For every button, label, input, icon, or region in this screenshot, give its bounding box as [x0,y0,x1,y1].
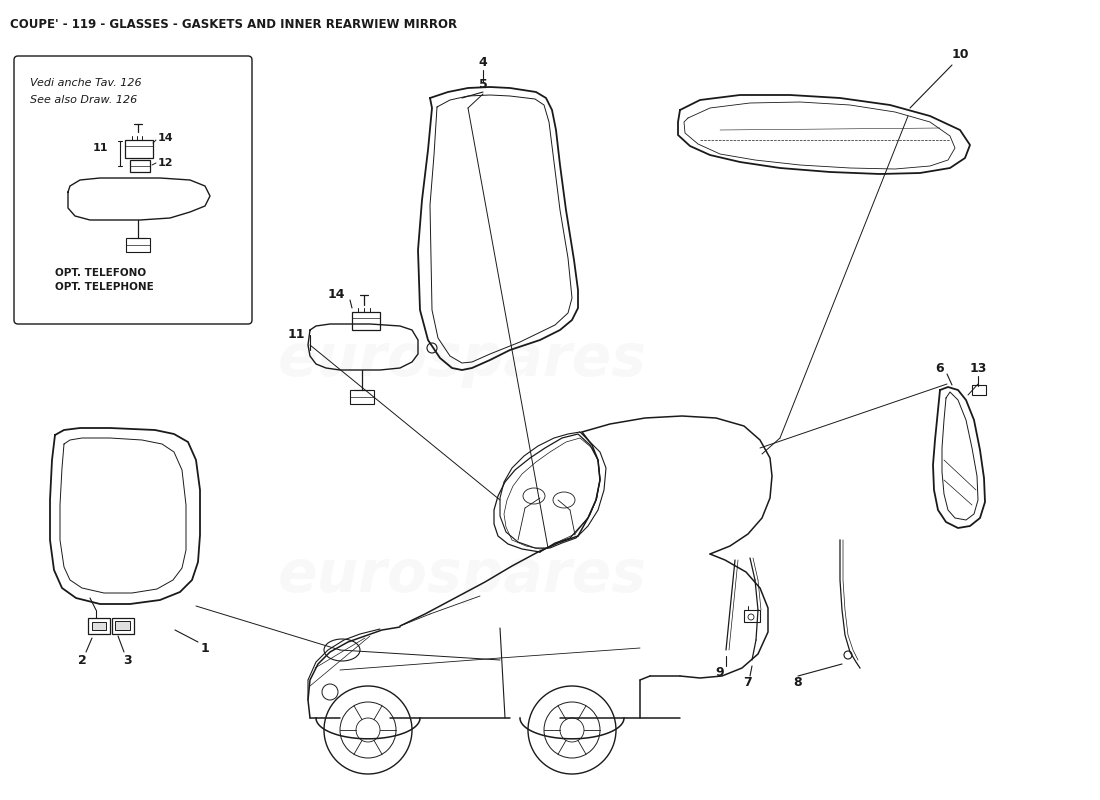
Text: 7: 7 [744,675,752,689]
Text: eurospares: eurospares [277,547,647,605]
Text: 14: 14 [328,287,344,301]
Bar [125,140,153,158]
Bar [350,390,374,404]
Text: 10: 10 [952,49,969,62]
Bar [126,238,150,252]
Bar [92,622,106,630]
Bar [972,385,986,395]
Text: 3: 3 [123,654,132,666]
Text: 4: 4 [478,55,487,69]
Text: OPT. TELEFONO: OPT. TELEFONO [55,268,146,278]
Text: 11: 11 [287,329,305,342]
Text: See also Draw. 126: See also Draw. 126 [30,95,138,105]
Text: 9: 9 [716,666,724,678]
Bar [112,618,134,634]
Text: 12: 12 [158,158,174,168]
Text: Vedi anche Tav. 126: Vedi anche Tav. 126 [30,78,142,88]
Text: 2: 2 [78,654,87,666]
Text: OPT. TELEPHONE: OPT. TELEPHONE [55,282,154,292]
Text: eurospares: eurospares [277,331,647,389]
Text: 13: 13 [969,362,987,374]
Bar [130,160,150,172]
Bar [116,621,130,630]
Text: 5: 5 [478,78,487,90]
Text: 14: 14 [158,133,174,143]
Text: 11: 11 [92,143,108,153]
Bar [88,618,110,634]
Text: COUPE' - 119 - GLASSES - GASKETS AND INNER REARWIEW MIRROR: COUPE' - 119 - GLASSES - GASKETS AND INN… [10,18,458,31]
Text: 6: 6 [936,362,944,374]
Text: 8: 8 [794,675,802,689]
Bar [744,610,760,622]
Text: 1: 1 [200,642,209,654]
Bar [352,312,379,330]
